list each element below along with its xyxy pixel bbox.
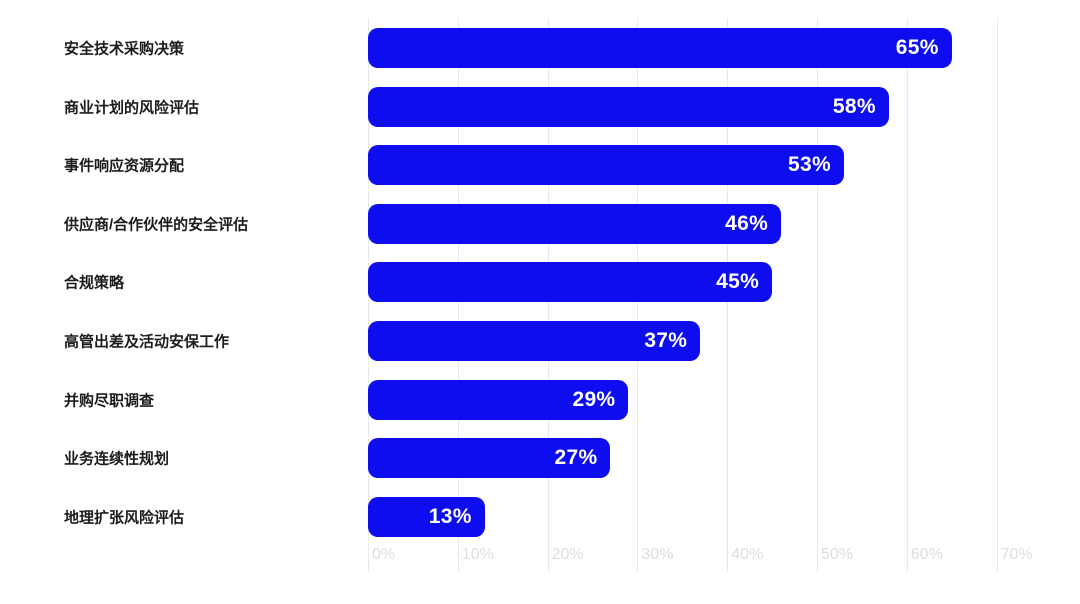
gridline-70: [996, 18, 998, 572]
category-label: 并购尽职调查: [64, 392, 155, 410]
bar-value-label: 65%: [895, 36, 939, 59]
x-tick-label: 70%: [1000, 546, 1033, 563]
category-label: 安全技术采购决策: [64, 40, 185, 58]
x-tick-label: 10%: [461, 546, 494, 563]
gridline-50: [817, 18, 818, 572]
gridline-60: [906, 18, 908, 572]
bar-row: 29%: [368, 379, 629, 420]
bar-row: 13%: [368, 496, 485, 537]
x-tick-label: 50%: [821, 546, 854, 563]
category-label: 商业计划的风险评估: [64, 99, 200, 117]
bar-value-label: 13%: [428, 504, 472, 528]
x-tick-label: 30%: [641, 546, 674, 563]
bar-row: 53%: [368, 145, 844, 186]
x-tick-label: 40%: [731, 546, 764, 563]
bar-row: 65%: [368, 28, 952, 68]
category-label: 业务连续性规划: [64, 450, 170, 468]
x-tick-label: 20%: [551, 546, 584, 563]
category-label: 地理扩张风险评估: [64, 509, 185, 527]
x-tick-label: 0%: [372, 546, 396, 563]
category-label: 供应商/合作伙伴的安全评估: [64, 216, 249, 234]
bar-value-label: 53%: [788, 153, 831, 177]
bar-value-label: 27%: [554, 446, 598, 470]
bar-row: 37%: [368, 321, 701, 361]
bar-value-label: 45%: [716, 270, 760, 294]
bar-row: 27%: [368, 438, 611, 479]
bar-value-label: 29%: [572, 387, 616, 411]
bar-row: 45%: [368, 262, 773, 303]
category-label: 合规策略: [64, 274, 125, 292]
bar-value-label: 58%: [832, 94, 876, 118]
bar-row: 46%: [368, 203, 782, 244]
category-label: 事件响应资源分配: [64, 157, 185, 175]
bar-value-label: 37%: [644, 329, 688, 352]
bar-value-label: 46%: [725, 211, 769, 235]
bar-row: 58%: [368, 86, 889, 127]
x-tick-label: 60%: [910, 546, 943, 563]
category-label: 高管出差及活动安保工作: [64, 333, 230, 351]
